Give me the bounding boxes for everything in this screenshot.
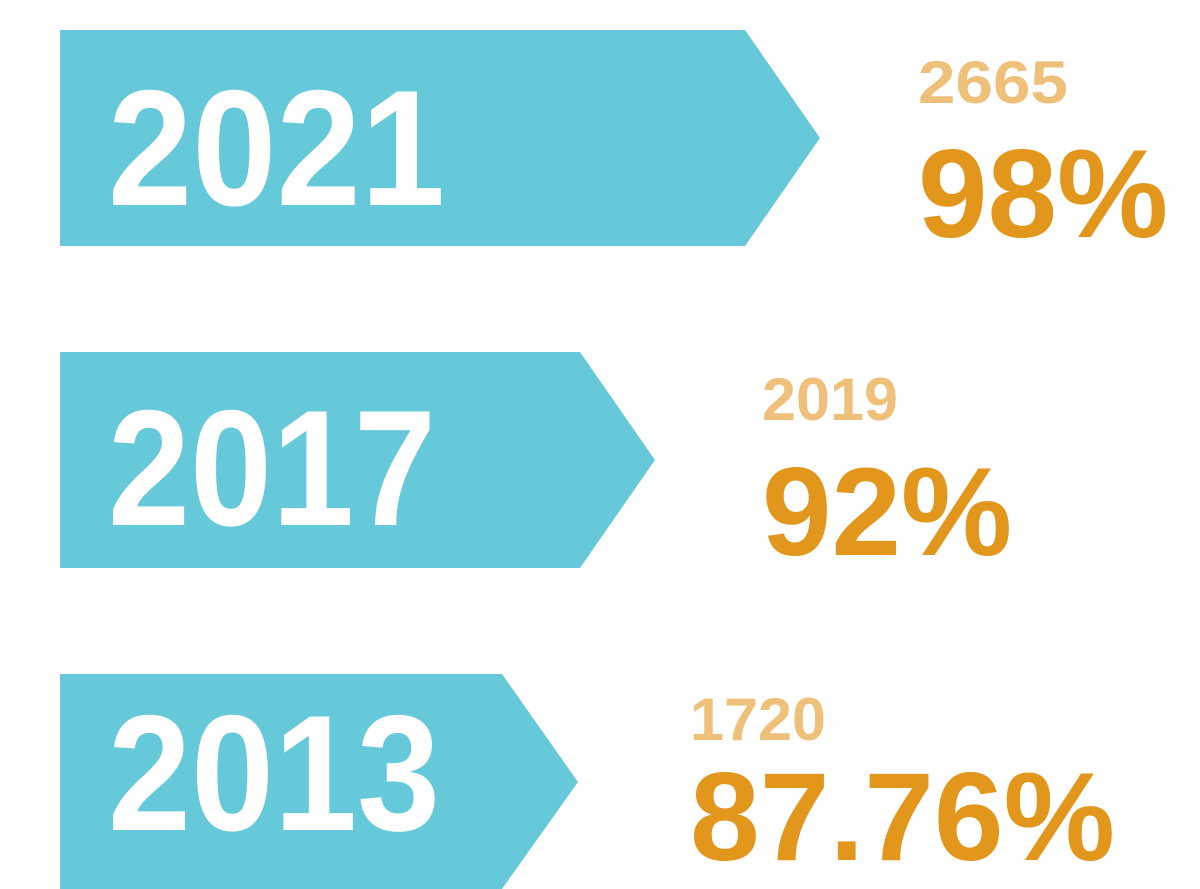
count-label: 1720 xyxy=(690,686,826,753)
count-label: 2665 xyxy=(918,49,1068,116)
count-label: 2019 xyxy=(762,366,898,433)
year-label: 2021 xyxy=(108,56,445,240)
year-label: 2013 xyxy=(108,681,440,865)
year-banner xyxy=(60,30,820,246)
percent-label: 92% xyxy=(762,443,1012,582)
percent-label: 98% xyxy=(918,125,1168,264)
percent-label: 87.76% xyxy=(690,748,1115,887)
year-label: 2017 xyxy=(108,376,436,560)
year-banner xyxy=(60,674,578,889)
year-banner xyxy=(60,352,655,568)
